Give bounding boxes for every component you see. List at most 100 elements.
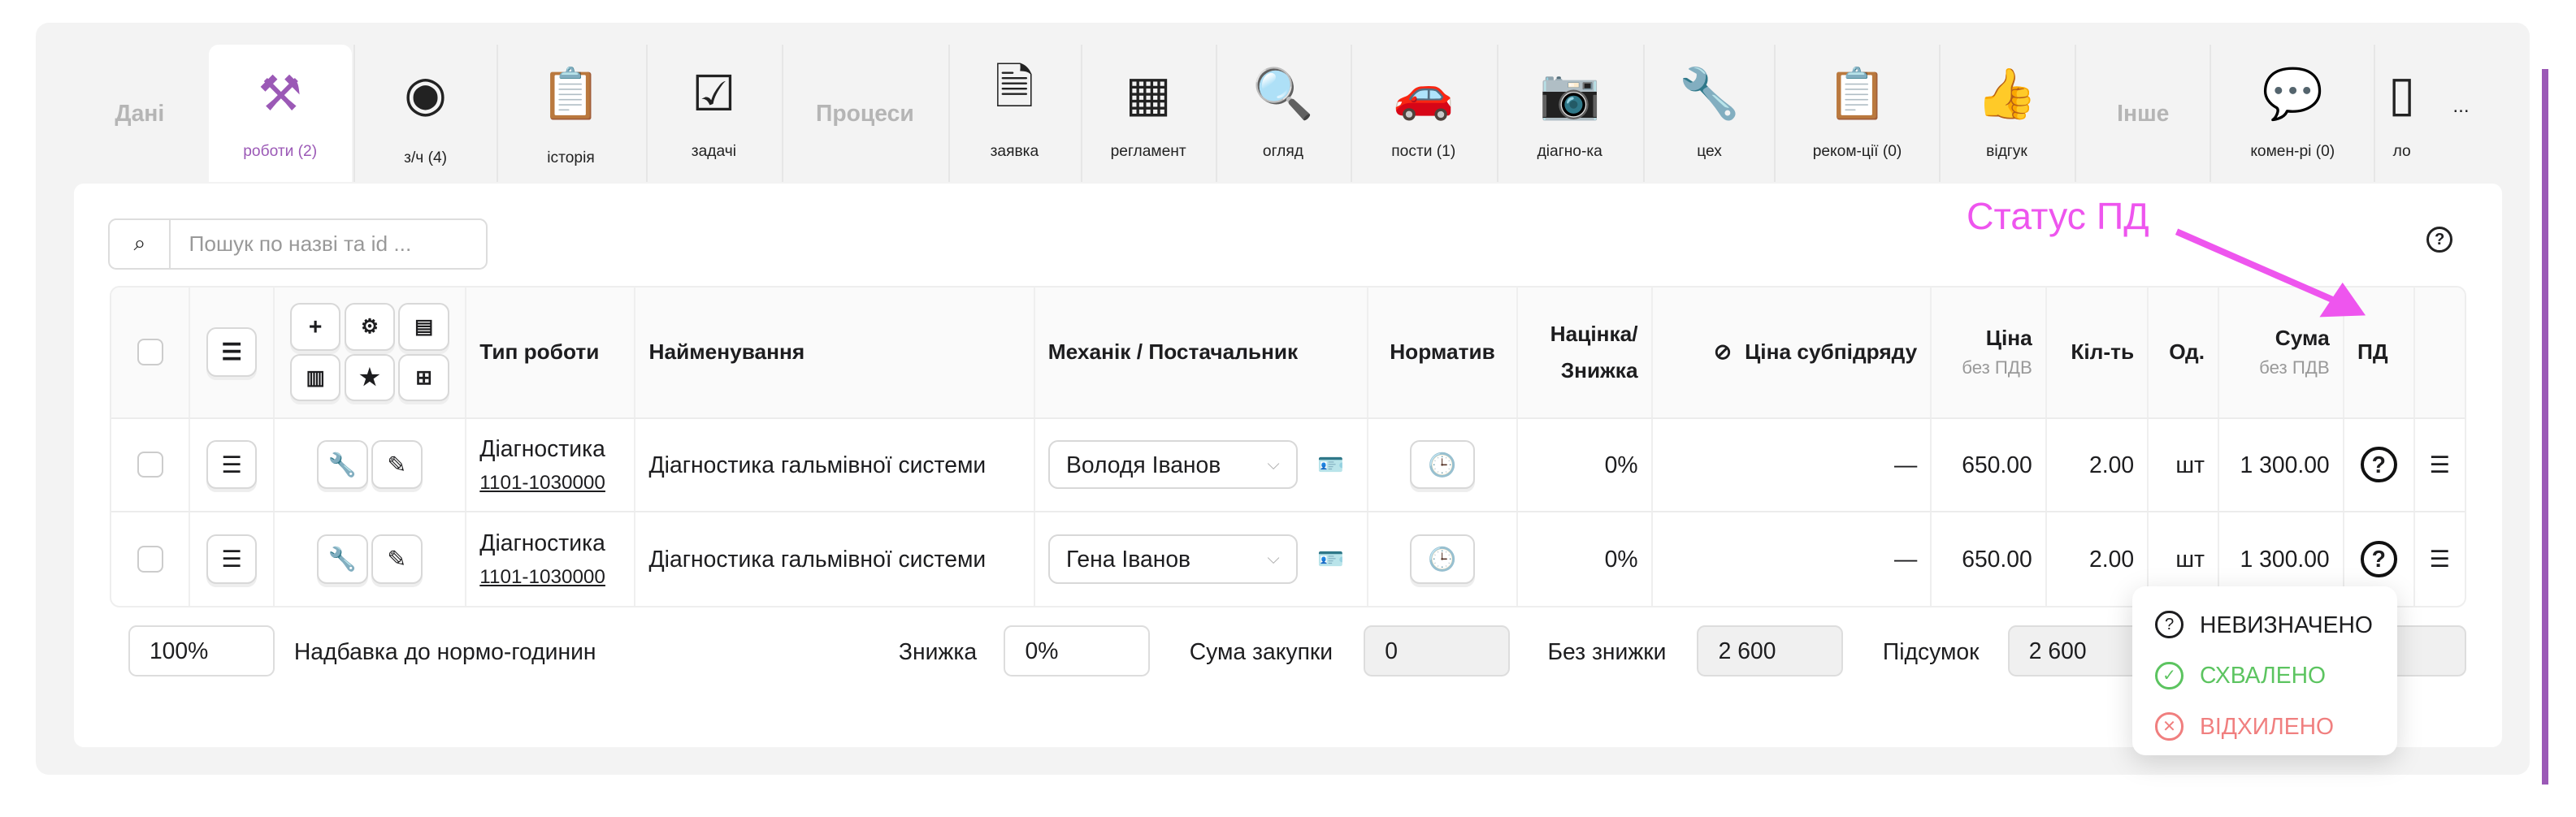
tab-label: відгук [1986,142,2027,160]
work-code-link[interactable]: 1101-1030000 [479,471,605,494]
star-icon[interactable]: ★ [344,353,396,402]
pd-status-icon[interactable]: ? [2361,446,2397,483]
mechanic-value: Гена Іванов [1065,545,1191,572]
tab-comments[interactable]: 💬 комен-рі (0) [2210,44,2374,183]
id-card-icon[interactable]: 🪪 [1317,546,1345,571]
tab-label: огляд [1262,142,1303,160]
no-discount-label: Без знижки [1547,638,1667,665]
header-norm: Норматив [1368,287,1518,417]
works-table: ☰ + ⚙ ▤ ▥ ★ ⊞ Тип роботи Найменування Ме… [110,285,2466,607]
status-option-rejected[interactable]: ✕ ВІДХИЛЕНО [2155,701,2374,752]
tab-label: пости (1) [1391,142,1456,160]
thumbs-up-icon: 👍 [1975,65,2038,121]
mechanic-select[interactable]: Гена Іванов ⌵ [1047,534,1299,584]
search-icon: ⌕ [110,219,171,268]
work-name: Діагностика гальмівної системи [635,418,1035,511]
tab-group-processes: Процеси [782,44,946,183]
car-lift-icon: 🚗 [1393,65,1455,121]
calendar-tools-icon: ▦ [1125,65,1172,121]
search-placeholder: Пошук по назві та id ... [189,231,412,256]
pencil-icon[interactable]: ✎ [371,439,423,490]
request-icon: 🗎 [995,58,1034,115]
discount-input[interactable]: 0% [1004,625,1151,677]
help-icon[interactable]: ? [2426,226,2453,253]
header-pd: ПД [2344,287,2415,417]
tab-recommendations[interactable]: 📋 реком-ції (0) [1774,44,1938,183]
qty-value: 2.00 [2047,512,2149,606]
tab-request[interactable]: 🗎 заявка [948,44,1080,183]
status-option-label: НЕВИЗНАЧЕНО [2200,611,2373,638]
more-tabs-button[interactable]: ... [2452,95,2470,118]
row-checkbox[interactable] [137,546,164,573]
pd-status-icon[interactable]: ? [2361,541,2397,577]
header-qty: Кіл-ть [2047,287,2149,417]
header-markup: Націнка/ Знижка [1518,287,1653,417]
row-more-icon[interactable]: ☰ [2429,451,2450,478]
table-row: ☰ 🔧 ✎ Діагностика 1101-1030000 Діагностика… [111,512,2464,606]
row-more-icon[interactable]: ☰ [2429,545,2450,572]
tab-workshop[interactable]: 🔧 цех [1642,44,1775,183]
checklist-icon: ☑ [692,65,736,121]
sum-value: 1 300.00 [2219,512,2344,606]
header-price-label: Ціна [1985,326,2032,351]
surcharge-input[interactable]: 100% [128,625,275,677]
mechanic-select[interactable]: Володя Іванов ⌵ [1047,439,1299,490]
header-mechanic: Механік / Постачальник [1035,287,1368,417]
price-value: 650.00 [1932,418,2047,511]
select-all-checkbox[interactable] [137,339,164,365]
row-checkbox[interactable] [137,451,164,478]
wrench-icon[interactable]: 🔧 [317,534,368,584]
add-grid-icon[interactable]: ⊞ [398,353,449,402]
annotation-label: Статус ПД [1966,194,2149,237]
header-subprice-label: Ціна субпідряду [1745,339,1918,365]
tab-diagnostics[interactable]: 📷 діагно-ка [1496,44,1641,183]
id-card-icon[interactable]: 🪪 [1317,452,1345,477]
tab-label: цех [1697,142,1722,160]
add-icon[interactable]: + [289,302,341,351]
status-option-approved[interactable]: ✓ СХВАЛЕНО [2155,651,2374,702]
search-input[interactable]: ⌕ Пошук по назві та id ... [108,218,488,270]
header-sum-sub: без ПДВ [2259,357,2330,378]
tab-label: ло [2392,142,2411,160]
clock-icon[interactable]: 🕒 [1409,439,1476,490]
status-option-undefined[interactable]: ? НЕВИЗНАЧЕНО [2155,599,2374,651]
tab-works[interactable]: ⚒ роботи (2) [208,44,352,183]
tab-history[interactable]: 📋 історія [496,44,644,183]
chevron-down-icon: ⌵ [1267,549,1280,568]
tab-parts[interactable]: ◉ з/ч (4) [353,44,497,183]
tab-schedule[interactable]: ▦ регламент [1081,44,1214,183]
row-menu-icon[interactable]: ☰ [206,534,258,584]
pencil-icon[interactable]: ✎ [371,534,423,584]
purchase-field: 0 [1364,625,1510,677]
tab-feedback[interactable]: 👍 відгук [1938,44,2074,183]
menu-icon[interactable]: ☰ [206,327,258,377]
work-type: Діагностика [479,434,605,461]
wrench-icon[interactable]: 🔧 [317,439,368,490]
tab-group-data: Дані [115,99,165,126]
subprice-value: — [1653,418,1932,511]
barcode-icon[interactable]: ▥ [289,353,341,402]
tab-logs[interactable]: ▯ ло [2374,44,2428,183]
tab-posts[interactable]: 🚗 пости (1) [1350,44,1495,183]
chevron-down-icon: ⌵ [1267,455,1280,473]
list-icon[interactable]: ▤ [398,302,449,351]
tab-label: комен-рі (0) [2250,142,2335,160]
status-option-label: СХВАЛЕНО [2200,662,2327,689]
tab-inspection[interactable]: 🔍 огляд [1216,44,1349,183]
markup-value: 0% [1518,512,1653,606]
header-unit: Од. [2149,287,2220,417]
work-code-link[interactable]: 1101-1030000 [479,565,605,588]
mechanic-value: Володя Іванов [1065,451,1221,478]
tab-label: історія [547,149,595,166]
row-menu-icon[interactable]: ☰ [206,439,258,490]
clock-icon[interactable]: 🕒 [1409,534,1476,584]
header-subprice: ⊘ Ціна субпідряду [1653,287,1932,417]
scrollbar[interactable] [2541,68,2548,785]
mechanic-gear-icon[interactable]: ⚙ [344,302,396,351]
tools-icon: ⚒ [258,65,302,121]
header-price-sub: без ПДВ [1962,357,2032,378]
check-circle-icon: ✓ [2155,661,2184,690]
table-row: ☰ 🔧 ✎ Діагностика 1101-1030000 Діагностика… [111,418,2465,512]
sum-value: 1 300.00 [2219,418,2344,511]
tab-tasks[interactable]: ☑ задачі [645,44,781,183]
